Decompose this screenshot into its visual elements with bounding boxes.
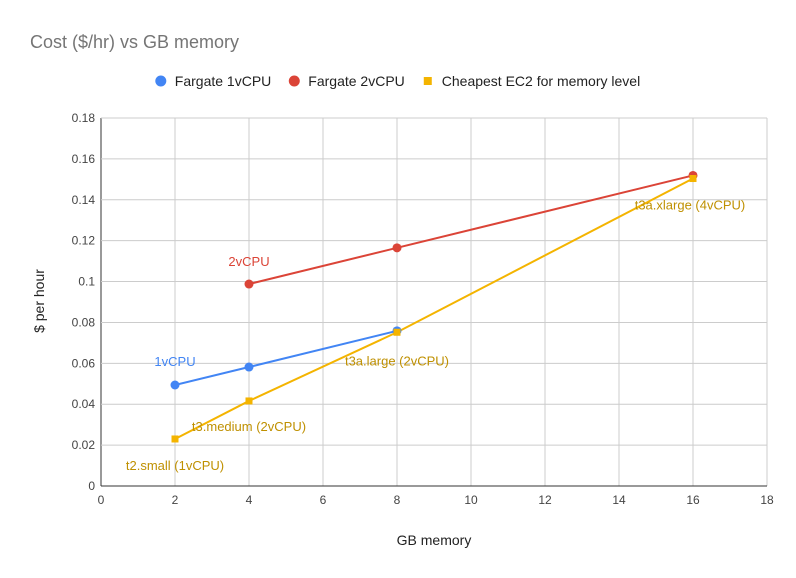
annotations: 1vCPU 2vCPU t2.small (1vCPU) t3.medium (2vC…	[126, 198, 745, 473]
x-axis-label: GB memory	[397, 532, 472, 548]
y-tick-label: 0.1	[78, 275, 95, 289]
legend-label: Cheapest EC2 for memory level	[442, 73, 640, 89]
series-line-2	[174, 177, 694, 440]
data-point-1	[392, 243, 402, 253]
legend-marker	[423, 77, 432, 85]
y-tick-label: 0.02	[72, 438, 96, 452]
legend-item[interactable]: Cheapest EC2 for memory level	[423, 73, 640, 89]
y-tick-label: 0.18	[72, 111, 96, 125]
legend-item[interactable]: Fargate 1vCPU	[155, 73, 271, 89]
y-tick-label: 0	[88, 479, 95, 493]
data-point-2	[245, 397, 253, 405]
data-points	[170, 170, 698, 443]
legend-item[interactable]: Fargate 2vCPU	[288, 73, 405, 89]
data-point-1	[244, 279, 254, 289]
legend: Fargate 1vCPU Fargate 2vCPU Cheapest EC2 f…	[155, 73, 640, 89]
tick-labels: 0 2 4 6 8 10 12 14 16 18 0 0.02 0.04 0.06 0.08 0.1 0.12 0…	[72, 111, 774, 507]
chart-title: Cost ($/hr) vs GB memory	[30, 32, 239, 52]
x-tick-label: 16	[686, 493, 700, 507]
annotation-label: t3.medium (2vCPU)	[192, 419, 306, 434]
x-tick-label: 6	[320, 493, 327, 507]
data-point-0	[244, 362, 254, 372]
y-tick-label: 0.14	[72, 193, 96, 207]
x-tick-label: 18	[760, 493, 774, 507]
data-point-0	[170, 380, 180, 390]
data-point-2	[689, 175, 697, 183]
x-tick-label: 14	[612, 493, 626, 507]
legend-label: Fargate 2vCPU	[308, 73, 404, 89]
y-tick-label: 0.04	[72, 397, 96, 411]
x-tick-label: 8	[394, 493, 401, 507]
annotation-label: 2vCPU	[228, 254, 269, 269]
legend-label: Fargate 1vCPU	[175, 73, 271, 89]
data-point-2	[393, 328, 401, 336]
data-point-2	[171, 435, 179, 443]
annotation-label: t3a.large (2vCPU)	[345, 353, 449, 368]
grid-lines	[100, 117, 768, 487]
x-tick-label: 0	[98, 493, 105, 507]
x-tick-label: 10	[464, 493, 478, 507]
y-tick-label: 0.12	[72, 234, 96, 248]
annotation-label: 1vCPU	[154, 354, 195, 369]
x-tick-label: 12	[538, 493, 552, 507]
legend-marker	[288, 75, 300, 87]
y-tick-label: 0.06	[72, 356, 96, 370]
x-tick-label: 2	[172, 493, 179, 507]
series-lines	[174, 174, 694, 440]
annotation-label: t2.small (1vCPU)	[126, 458, 224, 473]
y-tick-label: 0.16	[72, 152, 96, 166]
y-axis-label: $ per hour	[31, 269, 47, 333]
y-tick-label: 0.08	[72, 315, 96, 329]
x-tick-label: 4	[246, 493, 253, 507]
legend-marker	[155, 75, 167, 87]
annotation-label: t3a.xlarge (4vCPU)	[635, 198, 746, 213]
